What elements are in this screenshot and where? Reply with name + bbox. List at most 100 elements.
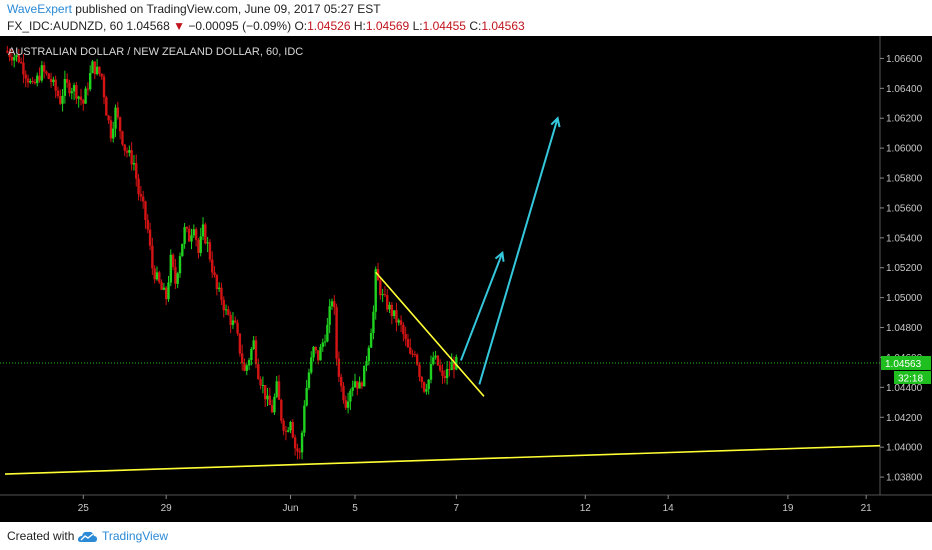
candle-body [49,78,53,83]
candle-body [151,245,154,269]
candle-body [303,405,306,433]
candle-body [52,79,55,83]
ohlc-line: FX_IDC:AUDNZD, 60 1.04568 ▼ −0.00095 (−0… [7,19,525,33]
low-label: L: [412,19,423,33]
candle-body [82,100,85,104]
candle-body [314,346,318,351]
candle-body [259,379,262,386]
candle-body [224,309,228,311]
candle-body [392,310,396,316]
candle-body [404,334,407,340]
candle-body [307,372,311,388]
y-tick-label: 1.04800 [886,323,923,334]
candle-body [298,451,301,453]
candle-body [42,65,46,72]
price-change: −0.00095 (−0.09%) [188,19,292,33]
projection-arrow-line [459,252,504,361]
candle-body [270,405,274,413]
candle-body [356,381,359,389]
candle-body [211,259,214,273]
candle-body [167,282,170,300]
candle-body [222,299,225,311]
candle-body [128,150,131,153]
candle-body [402,324,405,335]
symbol-label: FX_IDC:AUDNZD, 60 [7,19,124,33]
last-price: 1.04568 [126,19,170,33]
candle-body [229,314,232,325]
candle-body [319,346,322,361]
candle-body [418,364,421,377]
candle-body [162,287,166,290]
candle-body [422,382,426,392]
candle-body [31,81,34,83]
tradingview-cloud-icon [78,531,97,542]
candle-body [17,55,21,62]
candle-body [367,347,371,362]
candle-body [257,364,260,380]
candle-body [305,387,308,406]
candle-body [254,340,258,365]
candle-body [109,120,113,139]
candle-body [86,88,90,90]
open-value: 1.04526 [307,19,351,33]
support-trendline [4,444,881,475]
candle-body [250,349,253,361]
candle-body [160,282,163,290]
resistance-trendline [375,271,485,397]
high-label: H: [353,19,366,33]
timer-label-box [894,370,931,384]
candle-body [220,287,223,300]
candle-body [204,224,207,244]
candle-body [316,350,320,361]
y-tick-label: 1.05400 [886,233,923,244]
x-tick-label: 7 [454,503,460,514]
candle-body [171,254,175,268]
high-value: 1.04569 [365,19,410,33]
x-tick-label: 25 [78,503,90,514]
candle-body [158,272,161,283]
candle-body [263,385,267,400]
y-tick-label: 1.05200 [886,263,923,274]
candle-body [432,357,435,365]
author-link[interactable]: WaveExpert [7,2,72,16]
candle-body [176,273,179,284]
candle-body [197,239,200,253]
low-value: 1.04455 [422,19,466,33]
y-tick-label: 1.03800 [886,473,923,484]
candle-body [360,382,364,387]
y-tick-label: 1.06400 [886,84,923,95]
candle-body [185,227,189,229]
candle-body [54,79,57,91]
candle-body [434,355,437,358]
x-tick-label: 5 [352,503,358,514]
candle-body [194,229,198,240]
candle-body [358,382,361,389]
candle-body [386,295,389,310]
candle-body [137,178,140,195]
published-text: published on TradingView.com, June 09, 2… [75,2,381,16]
price-label: 1.04563 [885,359,922,370]
candle-body [15,55,18,58]
candle-body [330,301,334,307]
candle-body [70,91,73,94]
candle-body [139,194,143,197]
chart-title: AUSTRALIAN DOLLAR / NEW ZEALAND DOLLAR, … [8,46,304,58]
candle-body [125,150,129,153]
candle-body [6,50,9,53]
candle-body [238,333,242,354]
candle-body [337,358,341,377]
candle-body [452,362,456,370]
y-tick-label: 1.04200 [886,413,923,424]
candle-body [174,267,177,284]
candle-body [406,339,410,348]
tradingview-brand[interactable]: TradingView [102,529,169,543]
candle-body [206,242,209,244]
candle-body [379,280,382,296]
chart-area[interactable]: 1.038001.040001.042001.044001.046001.048… [0,36,932,522]
chart-header: WaveExpert published on TradingView.com,… [0,0,932,36]
candle-body [413,354,417,356]
candle-body [245,365,248,371]
price-chart[interactable]: 1.038001.040001.042001.044001.046001.048… [0,36,932,522]
candle-body [323,341,327,343]
candle-body [333,301,336,308]
